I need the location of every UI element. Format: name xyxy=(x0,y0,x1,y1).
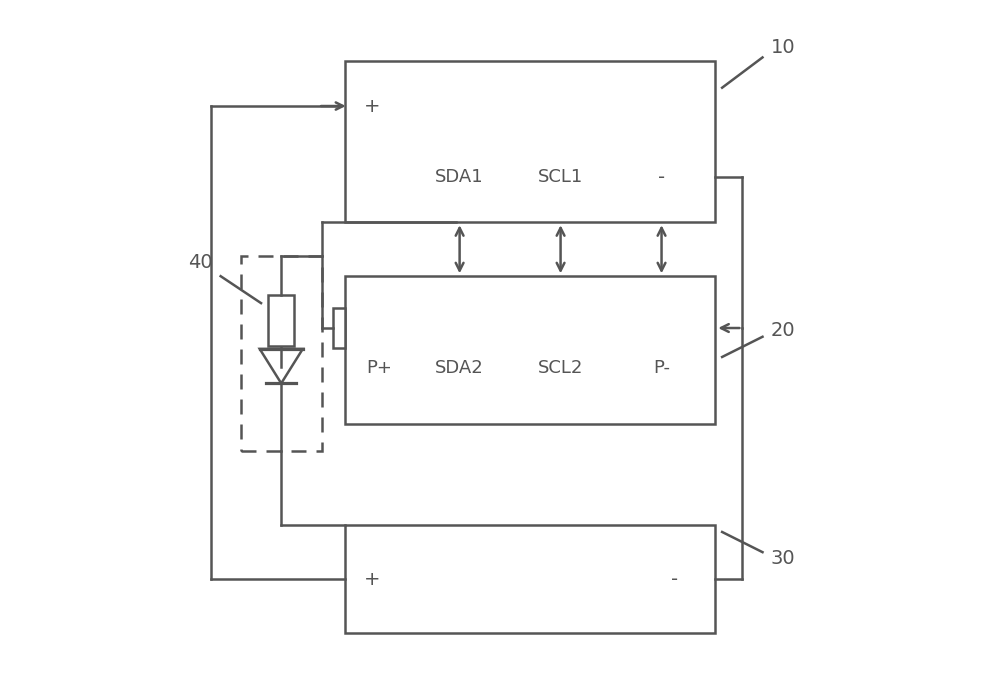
Text: -: - xyxy=(671,570,679,589)
Bar xyxy=(241,256,322,451)
Bar xyxy=(268,295,294,346)
Bar xyxy=(345,60,715,223)
Text: P-: P- xyxy=(653,359,670,377)
Text: SDA1: SDA1 xyxy=(435,168,484,186)
Text: +: + xyxy=(364,97,380,115)
Bar xyxy=(345,276,715,425)
Text: -: - xyxy=(658,168,665,187)
Text: P+: P+ xyxy=(366,359,392,377)
Text: SCL1: SCL1 xyxy=(538,168,583,186)
Text: 20: 20 xyxy=(770,321,795,339)
Text: SCL2: SCL2 xyxy=(538,359,583,377)
Text: 10: 10 xyxy=(770,38,795,57)
Bar xyxy=(333,308,345,348)
Text: SDA2: SDA2 xyxy=(435,359,484,377)
Text: +: + xyxy=(364,570,380,589)
Text: 40: 40 xyxy=(188,254,213,272)
Bar xyxy=(345,526,715,633)
Text: 30: 30 xyxy=(770,550,795,568)
